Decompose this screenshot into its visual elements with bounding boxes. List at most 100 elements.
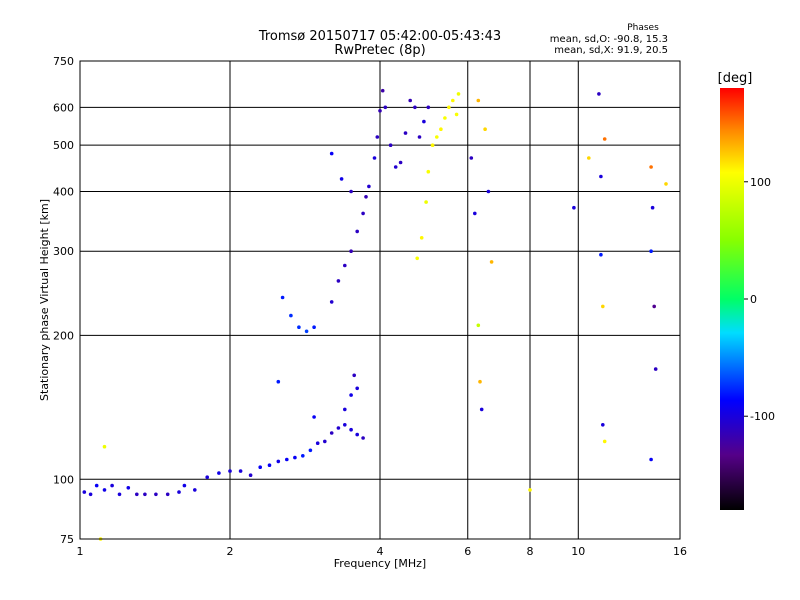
data-point [489, 260, 494, 264]
y-tick-label: 500 [53, 139, 74, 152]
data-point [143, 492, 147, 497]
data-point [426, 169, 431, 174]
data-point [267, 463, 272, 468]
data-point [323, 439, 327, 444]
data-point [88, 492, 93, 497]
y-tick-label: 750 [53, 55, 74, 68]
x-axis-label: Frequency [MHz] [334, 557, 426, 570]
data-point [349, 189, 353, 194]
data-point [473, 211, 477, 216]
data-point [352, 373, 357, 378]
y-axis-ticks: 75 100 200 300 400 500 600 750 [53, 55, 74, 546]
data-point [426, 105, 431, 110]
data-point [602, 439, 607, 444]
x-tick-label: 2 [227, 545, 234, 558]
data-point [393, 165, 398, 169]
data-point [599, 252, 603, 257]
data-point [383, 105, 388, 110]
x-tick-label: 8 [527, 545, 534, 558]
x-tick-label: 16 [673, 545, 687, 558]
data-point [361, 211, 365, 216]
data-point [193, 488, 197, 492]
data-point [276, 459, 281, 464]
data-point [301, 454, 305, 458]
data-point [312, 415, 316, 419]
data-point [528, 488, 532, 492]
data-point [276, 379, 281, 384]
data-point [649, 165, 653, 169]
data-point [165, 492, 170, 497]
data-point [367, 184, 371, 189]
data-point [343, 263, 347, 268]
data-point [653, 367, 658, 371]
data-point [355, 229, 360, 234]
data-point [443, 116, 447, 120]
data-point [329, 431, 334, 435]
data-point [476, 323, 481, 328]
data-point [587, 156, 591, 160]
plot-frame [79, 60, 681, 540]
x-axis-ticks: 1 2 4 6 8 10 16 [77, 545, 688, 558]
data-point [355, 432, 360, 437]
data-point [476, 98, 481, 103]
stats-x-mode: mean, sd,X: 91.9, 20.5 [554, 45, 668, 56]
data-point [486, 189, 491, 194]
data-point [248, 473, 253, 478]
y-tick-label: 400 [53, 185, 74, 198]
data-point [82, 490, 87, 494]
data-point [451, 98, 455, 103]
data-point [289, 313, 293, 318]
data-point [285, 457, 289, 462]
data-point [601, 423, 605, 427]
data-point [102, 488, 107, 492]
data-point [304, 329, 309, 334]
x-tick-label: 1 [77, 545, 84, 558]
stats-o-mode: mean, sd,O: -90.8, 15.3 [550, 34, 668, 45]
y-axis-label: Stationary phase Virtual Height [km] [38, 199, 51, 401]
data-point [361, 436, 365, 440]
data-point [217, 471, 221, 475]
data-point [343, 407, 347, 412]
data-point [398, 160, 403, 165]
data-point [439, 127, 443, 131]
data-point [422, 119, 426, 124]
data-point [652, 304, 656, 309]
data-point [483, 127, 487, 131]
data-point [315, 441, 320, 446]
data-point [413, 105, 417, 110]
colorbar-label: [deg] [718, 71, 753, 86]
x-tick-label: 6 [464, 545, 471, 558]
phase-colorbar [720, 88, 744, 510]
y-tick-label: 100 [53, 473, 74, 486]
colorbar-ticks: -100 0 100 [744, 176, 775, 423]
data-point [293, 455, 297, 460]
chart-title: Tromsø 20150717 05:42:00-05:43:43 [258, 29, 501, 44]
data-point [329, 300, 334, 304]
data-point [94, 483, 99, 488]
data-point [102, 444, 107, 449]
data-point [419, 236, 424, 240]
data-point [349, 249, 353, 253]
data-point [349, 427, 353, 432]
data-point [372, 156, 377, 160]
data-point [478, 379, 482, 384]
data-point [312, 325, 316, 330]
data-point [308, 448, 313, 453]
data-point [408, 98, 413, 103]
colorbar-tick-label: 100 [750, 176, 771, 189]
data-point [228, 469, 232, 473]
y-tick-label: 300 [53, 245, 74, 258]
data-point [177, 490, 181, 494]
data-point [339, 177, 344, 181]
data-point [415, 256, 420, 261]
data-point [417, 135, 422, 139]
data-point [424, 200, 428, 204]
colorbar-tick-label: 0 [750, 293, 757, 306]
stats-header: Phases [627, 23, 659, 33]
x-tick-label: 4 [377, 545, 384, 558]
y-tick-label: 600 [53, 101, 74, 114]
data-point [154, 492, 158, 497]
data-point [602, 137, 607, 141]
chart-subtitle: RwPretec (8p) [334, 43, 425, 58]
